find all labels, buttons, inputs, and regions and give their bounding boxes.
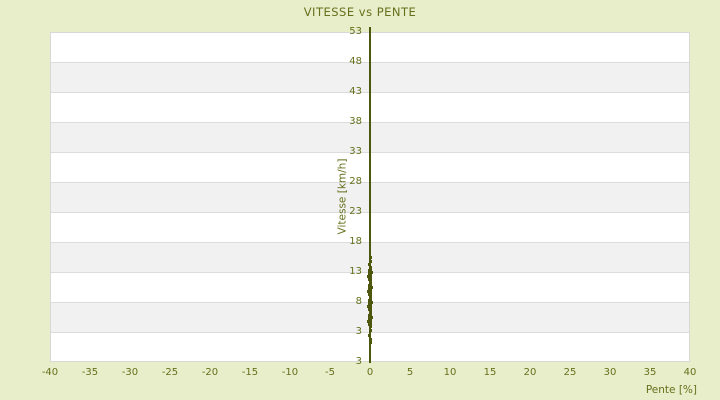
data-point [369,325,372,328]
y-tick-label: 8 [355,296,362,307]
data-point [367,290,370,293]
x-tick-label: 5 [406,367,414,378]
x-tick-label: -25 [161,367,179,378]
x-tick-label: -35 [81,367,99,378]
data-point [367,305,370,308]
data-point [369,329,372,332]
y-tick-label: 13 [349,266,362,277]
data-point [369,277,372,280]
data-point [369,313,372,316]
x-tick-label: -20 [201,367,219,378]
data-point [369,338,372,341]
data-point [369,256,372,259]
y-tick-label: 38 [349,116,362,127]
data-point [370,301,373,304]
data-point [369,307,372,310]
data-point [369,295,372,298]
data-point [367,320,370,323]
data-point [369,319,372,322]
x-tick-label: 10 [443,367,457,378]
x-axis-title: Pente [%] [645,384,697,396]
data-point [369,260,372,263]
data-point [370,316,373,319]
x-tick-label: -10 [281,367,299,378]
data-point [369,289,372,292]
y-axis-title: Vitesse [km/h] [336,158,349,235]
data-point [368,302,371,305]
data-point [370,286,373,289]
data-point [369,298,372,301]
data-point [369,283,372,286]
x-tick-label: -15 [241,367,259,378]
data-point [369,322,372,325]
y-tick-label: 28 [349,176,362,187]
data-point [369,310,372,313]
x-tick-label: 0 [366,367,374,378]
y-tick-label: 3 [355,326,362,337]
data-point [369,292,372,295]
x-tick-label: 30 [603,367,617,378]
y-tick-label: 48 [349,56,362,67]
y-tick-label: 43 [349,86,362,97]
data-point [368,263,371,266]
y-axis-line [369,27,371,363]
x-tick-label: -40 [41,367,59,378]
x-tick-label: 25 [563,367,577,378]
x-tick-label: 40 [683,367,697,378]
y-tick-label: 23 [349,206,362,217]
y-tick-label: 3 [355,356,362,367]
data-point [369,304,372,307]
y-tick-label: 53 [349,26,362,37]
data-point [369,266,372,269]
x-tick-label: -30 [121,367,139,378]
y-tick-label: 33 [349,146,362,157]
data-point [370,271,373,274]
data-point [368,272,371,275]
data-point [368,287,371,290]
data-point [369,280,372,283]
y-tick-label: 18 [349,236,362,247]
chart-title: VITESSE vs PENTE [303,5,417,19]
x-tick-label: -5 [325,367,335,378]
x-tick-label: 35 [643,367,657,378]
data-point [369,341,372,344]
x-tick-label: 15 [483,367,497,378]
x-tick-label: 20 [523,367,537,378]
data-point [368,334,371,337]
data-point [369,274,372,277]
data-point [368,317,371,320]
data-point [367,275,370,278]
data-point [369,268,372,271]
